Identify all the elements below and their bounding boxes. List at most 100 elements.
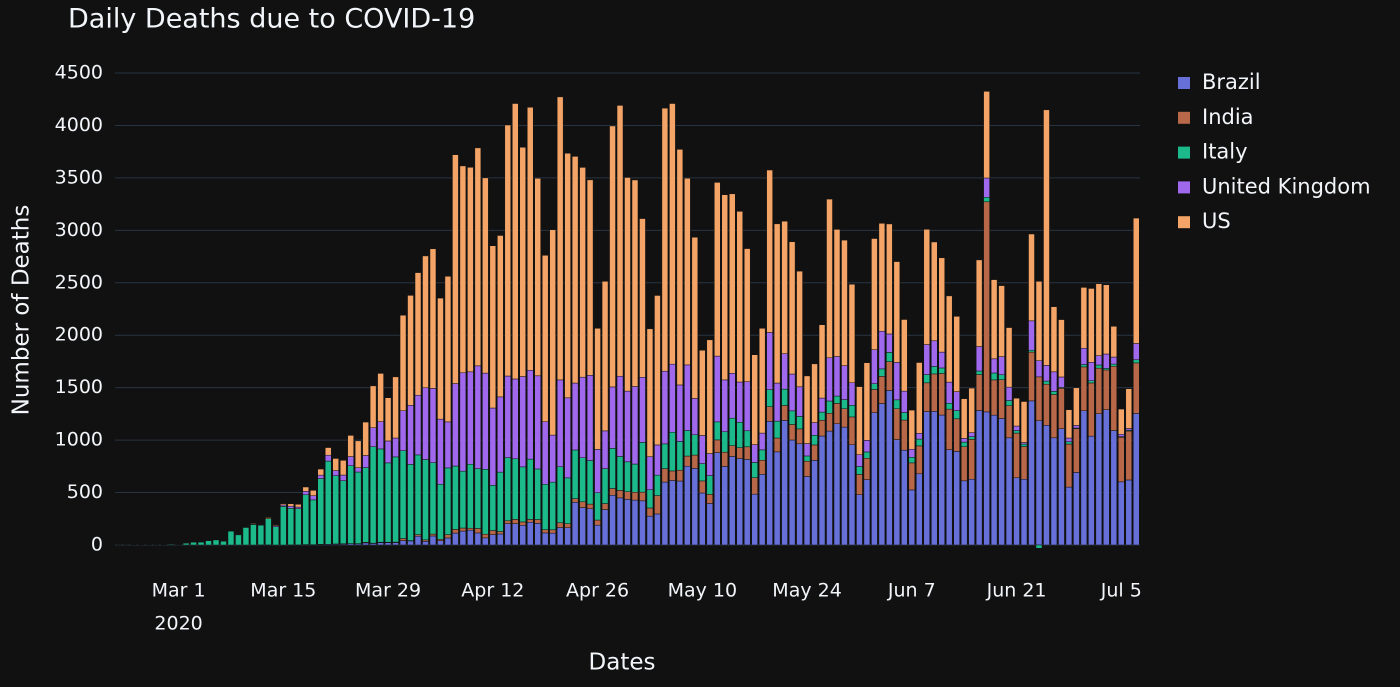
bar-segment [444, 534, 452, 539]
bar-segment [504, 523, 512, 546]
bar-segment [152, 544, 160, 546]
bar-segment [841, 239, 848, 366]
bar-segment [295, 508, 302, 546]
bar-segment [953, 410, 960, 420]
bar-segment [960, 441, 968, 447]
bar-segment [811, 363, 818, 423]
bar-segment [1028, 400, 1035, 546]
legend-swatch [1178, 216, 1190, 229]
bar-segment [878, 330, 886, 370]
legend-label: United Kingdom [1202, 174, 1371, 198]
bar-segment [601, 468, 609, 504]
bar-segment [781, 220, 788, 354]
bar-segment [729, 456, 736, 546]
bar-segment [669, 103, 676, 365]
bar-segment [541, 532, 549, 546]
bar-segment [1095, 367, 1103, 414]
bar-segment [631, 179, 639, 387]
bar-segment [676, 149, 684, 386]
bar-segment [295, 504, 302, 508]
y-tick-label: 2000 [55, 324, 103, 346]
bar-segment [893, 408, 901, 440]
bar-segment [691, 398, 699, 436]
bar-segment [1013, 432, 1020, 479]
bar-segment [878, 403, 886, 546]
bar-segment [354, 467, 362, 473]
bar-segment [743, 459, 751, 546]
bar-segment [751, 477, 758, 495]
bar-segment [729, 193, 736, 374]
bar-segment [983, 201, 990, 413]
bar-segment [489, 530, 497, 535]
bar-segment [938, 367, 945, 374]
bar-segment [968, 478, 975, 546]
bar-segment [871, 389, 878, 413]
bar-segment [549, 481, 556, 531]
bar-segment [833, 403, 841, 424]
bar-segment [1005, 327, 1013, 388]
bar-segment [684, 455, 691, 467]
bar-segment [1080, 410, 1088, 546]
bar-segment [1088, 380, 1095, 384]
bar-segment [317, 478, 324, 545]
bar-segment [863, 451, 871, 459]
bar-segment [310, 490, 317, 496]
bar-segment [736, 211, 743, 383]
bar-segment [1028, 233, 1035, 322]
bar-segment [983, 411, 990, 546]
bar-segment [377, 448, 384, 543]
bar-segment [721, 431, 729, 453]
bar-segment [975, 259, 983, 347]
bar-segment [1080, 287, 1088, 349]
bar-segment [437, 540, 444, 546]
legend: Brazil India Italy United Kingdom US [1178, 70, 1371, 233]
bar-segment [796, 416, 803, 430]
bar-segment [646, 515, 654, 546]
bar-segment [714, 355, 721, 423]
bar-segment [893, 261, 901, 363]
bar-segment [519, 376, 526, 468]
bar-segment [1035, 376, 1043, 421]
bar-segment [773, 451, 781, 546]
bar-segment [414, 272, 422, 396]
x-tick-label: Mar 29 [355, 580, 421, 602]
bar-segment [953, 451, 960, 546]
bar-segment [399, 450, 407, 539]
bar-segment [818, 411, 826, 421]
bar-segment [1035, 281, 1043, 361]
bar-segment [833, 423, 841, 546]
bar-segment [841, 399, 848, 409]
bar-segment [549, 229, 556, 436]
bar-segment [1050, 371, 1058, 392]
bar-segment [661, 468, 669, 483]
bar-segment [931, 366, 938, 375]
bar-segment [1058, 319, 1065, 378]
bar-segment [945, 408, 953, 450]
bar-segment [729, 417, 736, 446]
bar-segment [422, 255, 429, 389]
bar-segment [729, 445, 736, 457]
bar-segment [826, 357, 833, 402]
bar-segment [399, 540, 407, 546]
bar-segment [691, 454, 699, 469]
bar-segment [908, 409, 916, 450]
bar-segment [766, 389, 773, 407]
bar-segment [1050, 391, 1058, 395]
bar-segment [1133, 217, 1140, 344]
bar-segment [931, 411, 938, 546]
bar-segment [916, 433, 923, 440]
y-tick-label: 0 [91, 534, 103, 556]
bar-segment [489, 485, 497, 531]
bar-segment [736, 422, 743, 448]
bar-segment [945, 403, 953, 410]
bar-segment [938, 257, 945, 353]
bar-segment [916, 362, 923, 434]
bar-segment [489, 407, 497, 486]
bar-segment [826, 413, 833, 432]
legend-swatch [1178, 77, 1190, 89]
bar-segment [803, 375, 811, 444]
bar-segment [287, 505, 295, 509]
bar-segment [571, 502, 579, 546]
bar-segment [444, 276, 452, 423]
bar-segment [1043, 383, 1050, 426]
